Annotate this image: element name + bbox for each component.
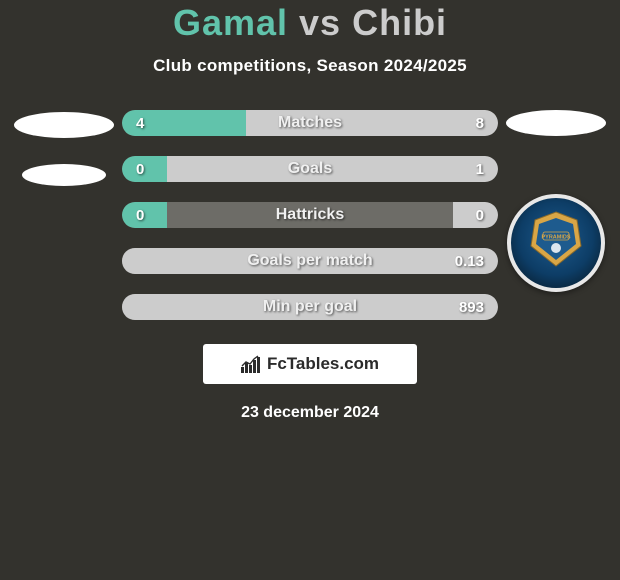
subtitle: Club competitions, Season 2024/2025 <box>0 56 620 76</box>
stat-value-right: 8 <box>476 115 498 132</box>
stat-label: Goals <box>122 160 498 178</box>
stat-value-right: 1 <box>476 161 498 178</box>
comparison-body: 4Matches80Goals10Hattricks0Goals per mat… <box>0 110 620 320</box>
watermark-text: FcTables.com <box>267 354 379 374</box>
player2-badges: PYRAMIDS <box>500 110 612 292</box>
player1-placeholder-icon <box>14 112 114 138</box>
stat-bars: 4Matches80Goals10Hattricks0Goals per mat… <box>120 110 500 320</box>
player1-badges <box>8 110 120 186</box>
player2-name: Chibi <box>352 2 447 43</box>
stat-label: Min per goal <box>122 298 498 316</box>
stat-bar: Min per goal893 <box>122 294 498 320</box>
stat-bar: 4Matches8 <box>122 110 498 136</box>
stat-label: Matches <box>122 114 498 132</box>
stat-value-right: 0.13 <box>455 253 498 270</box>
stat-value-right: 893 <box>459 299 498 316</box>
stat-label: Hattricks <box>122 206 498 224</box>
stat-value-right: 0 <box>476 207 498 224</box>
svg-text:PYRAMIDS: PYRAMIDS <box>541 235 570 241</box>
player2-club-badge-icon: PYRAMIDS <box>507 194 605 292</box>
title: Gamal vs Chibi <box>0 2 620 44</box>
comparison-card: Gamal vs Chibi Club competitions, Season… <box>0 0 620 422</box>
bar-chart-icon <box>241 355 261 373</box>
date: 23 december 2024 <box>0 404 620 422</box>
stat-bar: Goals per match0.13 <box>122 248 498 274</box>
stat-label: Goals per match <box>122 252 498 270</box>
vs-separator: vs <box>299 2 341 43</box>
player2-placeholder-icon <box>506 110 606 136</box>
stat-bar: 0Goals1 <box>122 156 498 182</box>
player1-name: Gamal <box>173 2 288 43</box>
stat-bar: 0Hattricks0 <box>122 202 498 228</box>
watermark: FcTables.com <box>203 344 417 384</box>
player1-club-placeholder-icon <box>22 164 106 186</box>
